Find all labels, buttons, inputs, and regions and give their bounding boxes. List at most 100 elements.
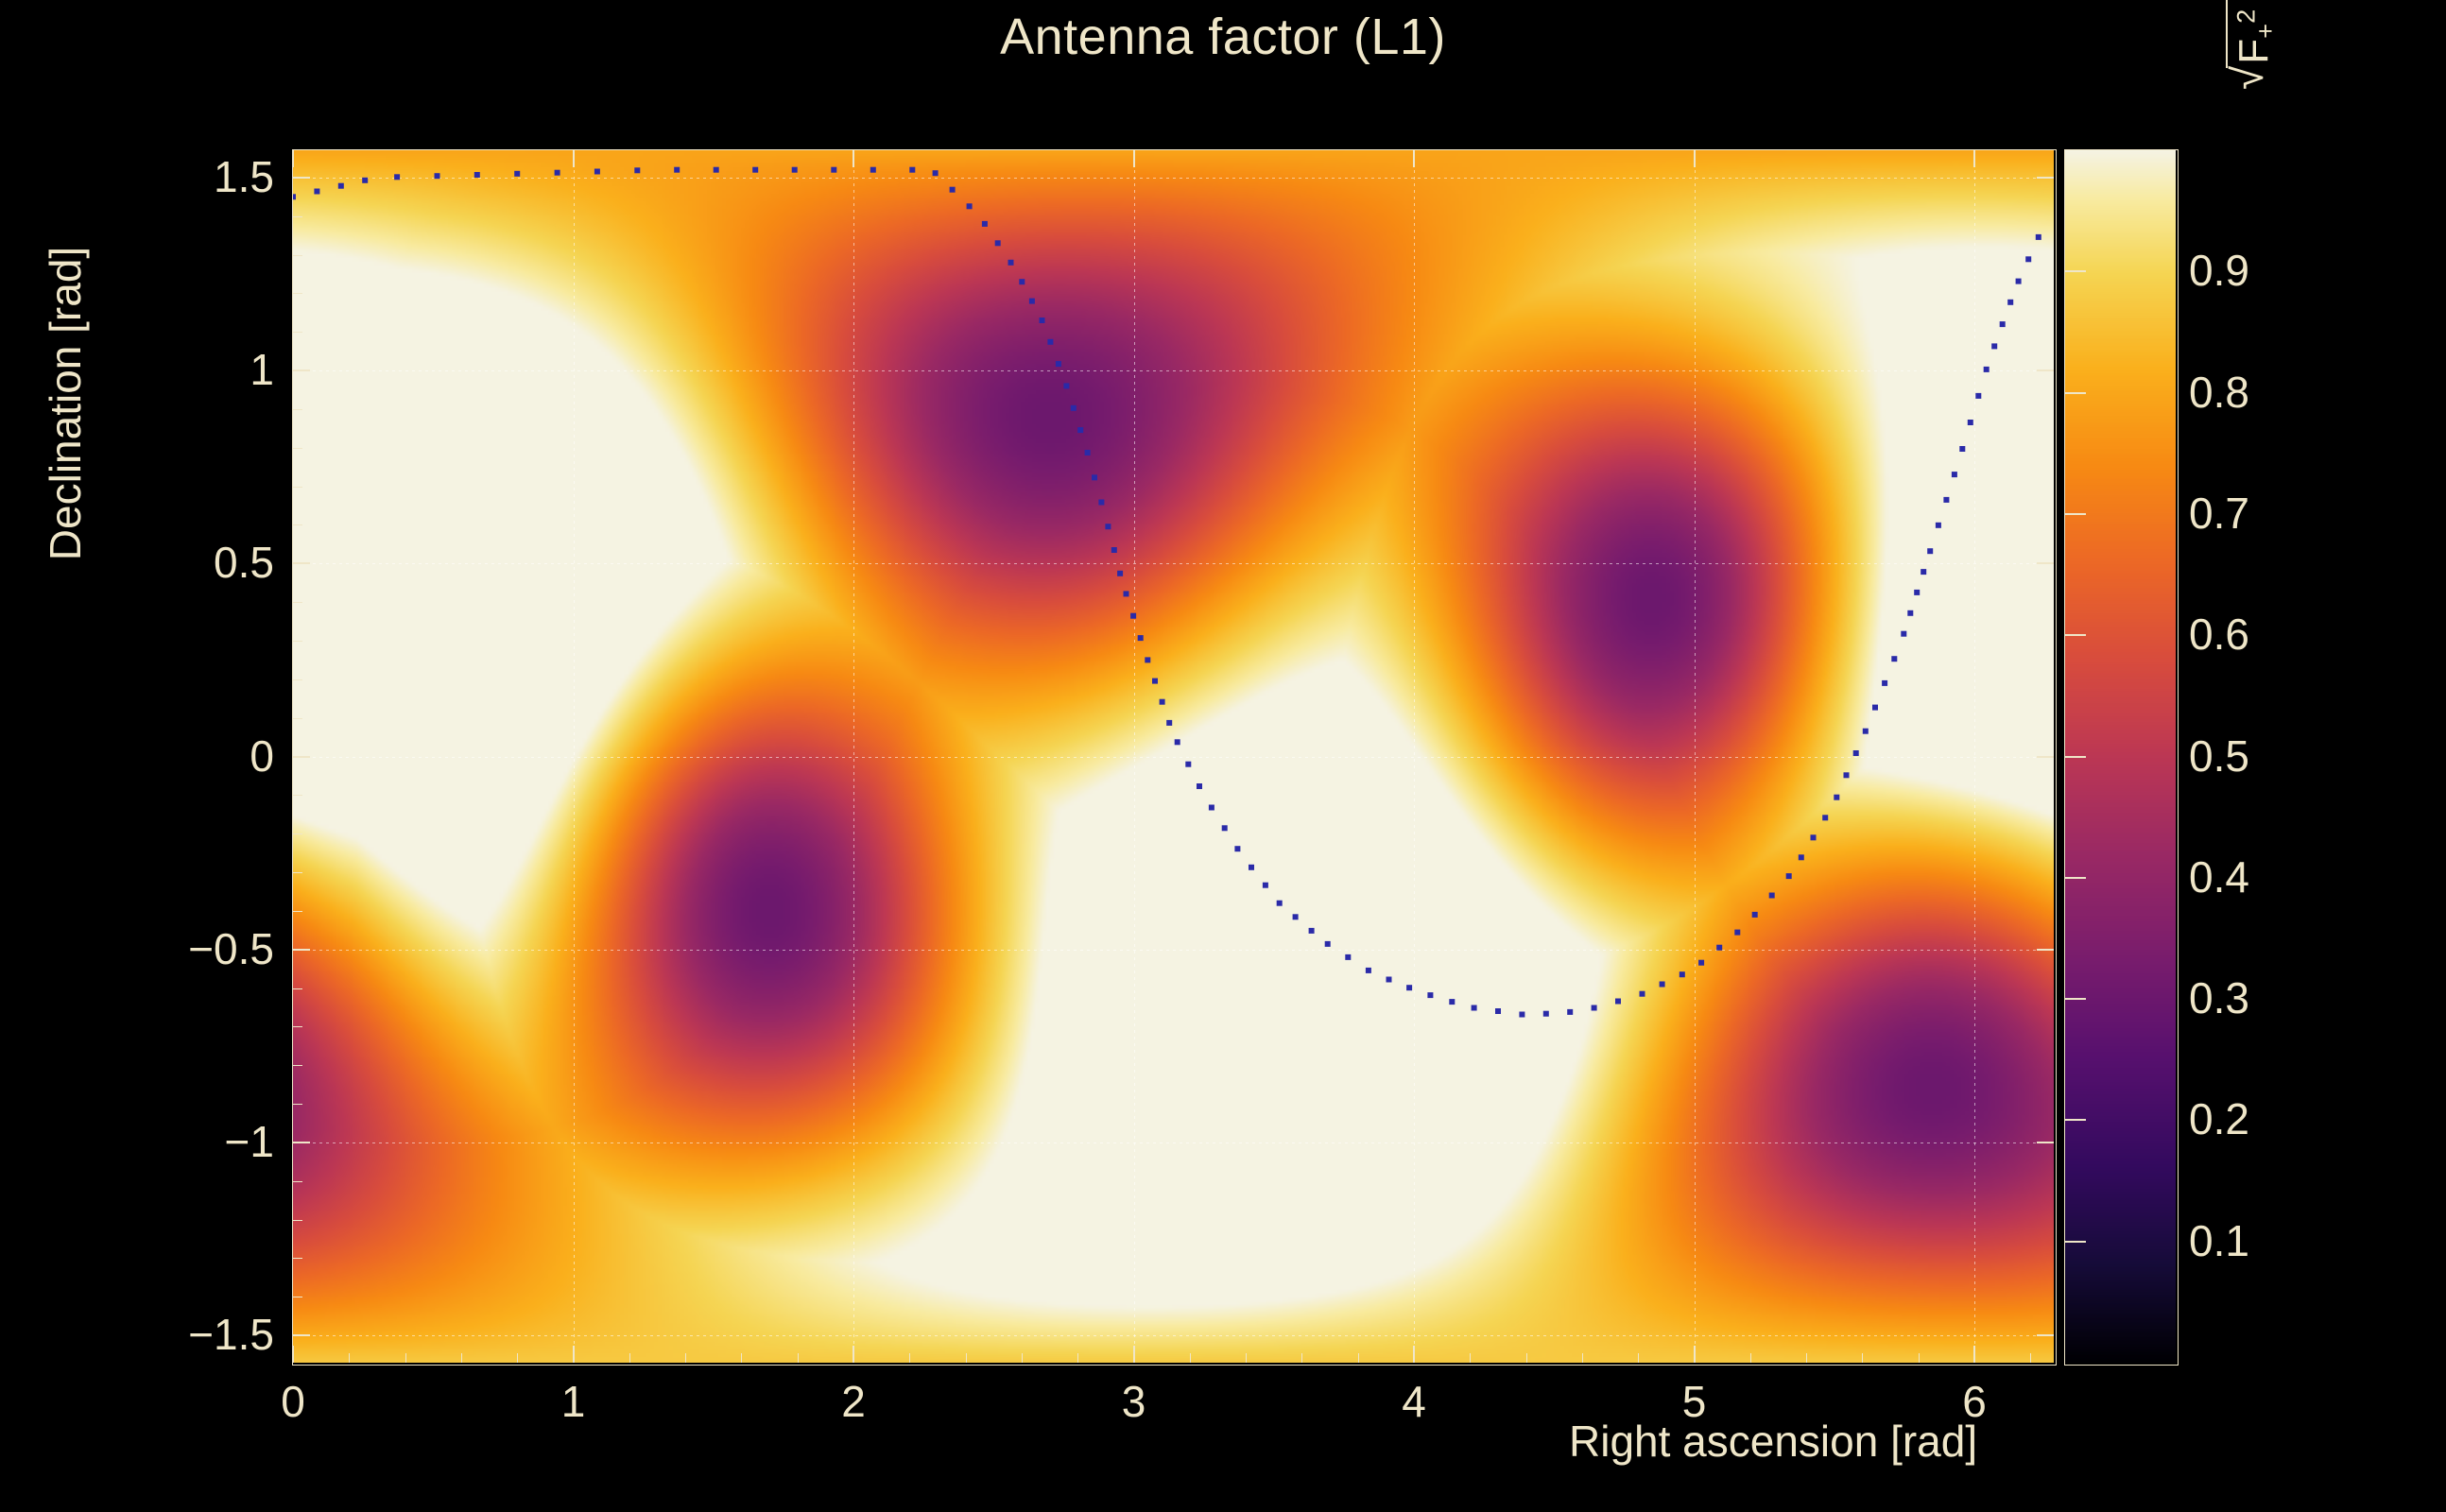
colorbar-tick	[2065, 998, 2086, 1001]
y-axis-tick	[2037, 176, 2054, 179]
x-axis-minor-tick	[1021, 1353, 1023, 1363]
colorbar-tick-label: 0.8	[2189, 367, 2249, 417]
x-axis-tick	[572, 1346, 575, 1363]
x-axis-minor-tick	[1077, 1353, 1079, 1363]
x-axis-minor-tick	[1189, 1353, 1191, 1363]
colorbar-tick	[2065, 1119, 2086, 1122]
y-axis-tick	[293, 176, 310, 179]
y-axis-tick	[293, 1334, 310, 1337]
x-axis-tick-label: 3	[1121, 1377, 1146, 1426]
heatmap-plot-area[interactable]	[293, 150, 2054, 1363]
y-axis-minor-tick	[293, 910, 302, 912]
colorbar-tick	[2065, 270, 2086, 273]
x-axis-tick-label: 0	[281, 1377, 305, 1426]
y-axis-minor-tick	[293, 795, 302, 797]
x-axis-minor-tick	[1357, 1353, 1359, 1363]
y-axis-minor-tick	[293, 293, 302, 295]
y-axis-minor-tick	[293, 833, 302, 835]
y-axis-tick	[2037, 1141, 2054, 1143]
x-axis-tick	[572, 150, 575, 167]
y-axis-minor-tick	[293, 640, 302, 642]
x-axis-tick-label: 1	[560, 1377, 586, 1426]
y-axis-minor-tick	[293, 332, 302, 334]
x-axis-tick	[1973, 150, 1976, 167]
y-axis-tick-label: −1.5	[188, 1310, 274, 1360]
y-axis-minor-tick	[293, 486, 302, 488]
y-axis-tick-label: −0.5	[188, 923, 274, 973]
x-axis-tick	[853, 1346, 854, 1363]
x-axis-minor-tick	[1246, 1353, 1248, 1363]
colorbar-tick	[2065, 755, 2086, 758]
radical-body: F+2 + F×2	[2226, 0, 2281, 68]
heatmap-image	[293, 150, 2054, 1363]
x-axis-minor-tick	[1862, 1353, 1864, 1363]
colorbar-tick	[2065, 512, 2086, 515]
y-axis-minor-tick	[293, 1219, 302, 1221]
radical-icon: √ F+2 + F×2	[2223, 0, 2281, 90]
x-axis-minor-tick	[797, 1353, 799, 1363]
y-axis-tick	[293, 755, 310, 758]
x-axis-tick	[1132, 150, 1135, 167]
y-axis-minor-tick	[293, 679, 302, 680]
y-axis-minor-tick	[293, 988, 302, 989]
x-axis-minor-tick	[1301, 1353, 1303, 1363]
y-axis-tick	[2037, 369, 2054, 372]
y-axis-tick-label: 1.5	[214, 151, 274, 201]
x-axis-tick	[1693, 150, 1696, 167]
x-axis-minor-tick	[2030, 1353, 2032, 1363]
x-axis-minor-tick	[741, 1353, 743, 1363]
x-axis-minor-tick	[909, 1353, 911, 1363]
term1-sup: 2	[2231, 9, 2261, 24]
x-axis-tick	[1132, 1346, 1135, 1363]
x-axis-minor-tick	[1581, 1353, 1583, 1363]
colorbar-tick	[2065, 391, 2086, 394]
y-axis-tick	[293, 562, 310, 565]
term1-sub: +	[2249, 23, 2280, 39]
y-axis-minor-tick	[293, 717, 302, 719]
y-axis-title: Declination [rad]	[41, 246, 90, 561]
x-axis-tick-label: 6	[1962, 1377, 1987, 1426]
colorbar-tick	[2065, 1240, 2086, 1243]
x-axis-minor-tick	[1525, 1353, 1527, 1363]
y-axis-minor-tick	[293, 447, 302, 449]
x-axis-minor-tick	[405, 1353, 406, 1363]
x-axis-title: Right ascension [rad]	[1569, 1417, 1978, 1466]
colorbar-tick-label: 0.3	[2189, 973, 2249, 1023]
y-axis-minor-tick	[293, 215, 302, 217]
colorbar-tick	[2065, 876, 2086, 879]
y-axis-tick-label: 1	[250, 345, 274, 395]
x-axis-minor-tick	[629, 1353, 630, 1363]
x-axis-minor-tick	[1749, 1353, 1751, 1363]
x-axis-tick-label: 5	[1681, 1377, 1707, 1426]
y-axis-minor-tick	[293, 872, 302, 874]
y-axis-tick	[2037, 755, 2054, 758]
x-axis-tick	[1413, 150, 1416, 167]
y-axis-minor-tick	[293, 1026, 302, 1028]
colorbar-tick	[2065, 634, 2086, 637]
x-axis-tick	[1973, 1346, 1976, 1363]
y-axis-tick	[2037, 562, 2054, 565]
y-axis-tick	[2037, 1334, 2054, 1337]
colorbar-tick-label: 0.5	[2189, 730, 2249, 781]
y-axis-minor-tick	[293, 254, 302, 256]
x-axis-minor-tick	[1470, 1353, 1472, 1363]
y-axis-minor-tick	[293, 602, 302, 604]
x-axis-tick	[853, 150, 854, 167]
y-axis-minor-tick	[293, 1258, 302, 1260]
x-axis-tick	[292, 1346, 294, 1363]
x-axis-tick-label: 4	[1402, 1377, 1426, 1426]
y-axis-tick	[293, 1141, 310, 1143]
y-axis-tick	[293, 369, 310, 372]
colorbar-tick-label: 0.6	[2189, 610, 2249, 660]
x-axis-minor-tick	[1918, 1353, 1920, 1363]
y-axis-tick	[2037, 948, 2054, 951]
radical-sign: √	[2223, 65, 2272, 90]
x-axis-tick-label: 2	[841, 1377, 866, 1426]
colorbar-axis-title: √ F+2 + F×2	[2223, 0, 2281, 90]
y-axis-tick-label: 0.5	[214, 538, 274, 588]
y-axis-minor-tick	[293, 524, 302, 526]
y-axis-minor-tick	[293, 408, 302, 410]
colorbar-tick-label: 0.2	[2189, 1094, 2249, 1144]
y-axis-tick-label: −1	[224, 1116, 274, 1166]
